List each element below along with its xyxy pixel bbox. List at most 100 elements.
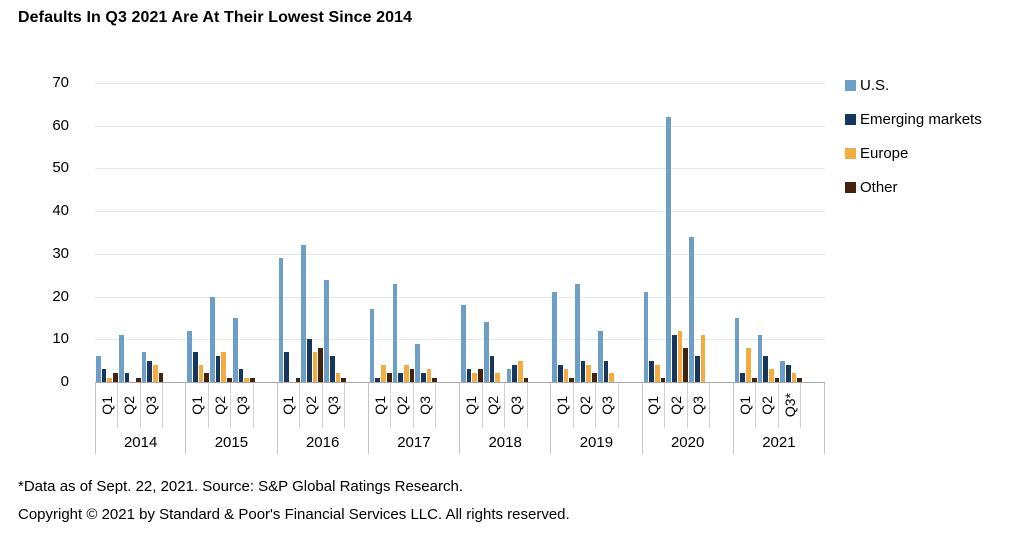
- quarter-cell-empty-2017: [436, 383, 459, 428]
- bar-other-2021-q3: [797, 377, 803, 382]
- quarter-row-2020: Q1 Q2 Q3: [643, 383, 733, 428]
- bar-emerging-markets-2019-q3: [603, 360, 609, 382]
- bar-other-2018-q3: [523, 377, 529, 382]
- bar-other-2021-q2: [774, 377, 780, 382]
- bar-cluster-2020-q1: [643, 83, 666, 382]
- quarter-cell-2017-q2: Q2: [391, 383, 414, 428]
- bar-cluster-2016-q3: [323, 83, 346, 382]
- bar-cluster-2018-q3: [506, 83, 529, 382]
- bar-emerging-markets-2017-q1: [375, 377, 381, 382]
- quarter-label: Q2: [302, 396, 319, 415]
- bar-cluster-2017-q1: [369, 83, 392, 382]
- y-tick-label-10: 10: [52, 330, 69, 348]
- axis-year-2021: Q1 Q2 Q3* 2021: [734, 383, 825, 454]
- quarter-cell-2018-q2: Q2: [483, 383, 506, 428]
- bar-other-2017-q2: [409, 369, 415, 382]
- bar-europe-2019-q2: [586, 364, 592, 382]
- spacer-2017: [437, 83, 460, 382]
- quarter-label: Q3*: [781, 393, 798, 418]
- quarter-cell-2015-q2: Q2: [209, 383, 232, 428]
- bar-u-s-2019-q1: [552, 292, 557, 382]
- bar-cluster-2021-q3: [779, 83, 803, 382]
- bar-u-s-2014-q3: [141, 352, 147, 382]
- quarter-cell-2018-q1: Q1: [460, 383, 483, 428]
- bar-europe-2018-q1: [472, 373, 478, 382]
- bar-europe-2021-q1: [746, 347, 751, 382]
- quarter-cell-2019-q3: Q3: [596, 383, 619, 428]
- bar-europe-2021-q2: [768, 369, 774, 382]
- quarter-cell-empty-2020: [710, 383, 733, 428]
- bar-u-s-2018-q2: [483, 322, 489, 382]
- quarter-label: Q3: [234, 396, 251, 415]
- y-tick-label-0: 0: [60, 373, 69, 390]
- y-tick-label-20: 20: [52, 287, 69, 305]
- quarter-cell-2017-q1: Q1: [369, 383, 392, 428]
- bar-europe-2020-q3: [700, 335, 706, 382]
- gridline-60: [95, 125, 825, 127]
- quarter-label: Q2: [485, 396, 502, 415]
- quarter-cell-2020-q2: Q2: [665, 383, 688, 428]
- bar-other-2020-q2: [683, 347, 689, 382]
- bar-u-s-2021-q2: [757, 335, 763, 382]
- bar-europe-2017-q2: [403, 364, 409, 382]
- quarter-label: Q1: [736, 396, 753, 415]
- spacer-2018: [528, 83, 551, 382]
- quarter-label: Q3: [690, 396, 707, 415]
- quarter-cell-2015-q1: Q1: [186, 383, 209, 428]
- bar-other-2014-q1: [113, 373, 118, 382]
- bar-other-2014-q3: [158, 373, 164, 382]
- quarter-label: Q3: [599, 396, 616, 415]
- quarter-cell-2021-q1: Q1: [734, 383, 757, 428]
- quarter-row-2017: Q1 Q2 Q3: [369, 383, 459, 428]
- bar-other-2016-q2: [318, 347, 324, 382]
- bar-europe-2014-q1: [107, 377, 113, 382]
- bar-cluster-2017-q2: [392, 83, 415, 382]
- bar-cluster-2019-q3: [597, 83, 620, 382]
- y-tick-label-30: 30: [52, 244, 69, 262]
- bar-cluster-2020-q3: [688, 83, 711, 382]
- bar-emerging-markets-2015-q1: [192, 352, 198, 382]
- bar-europe-2019-q1: [563, 369, 569, 382]
- axis-year-2017: Q1 Q2 Q3 2017: [369, 383, 460, 454]
- bar-europe-2018-q2: [495, 373, 500, 382]
- quarter-row-2019: Q1 Q2 Q3: [551, 383, 641, 428]
- bar-europe-2017-q3: [426, 369, 432, 382]
- bar-emerging-markets-2016-q1: [284, 352, 289, 382]
- quarter-row-2021: Q1 Q2 Q3*: [734, 383, 824, 428]
- bar-emerging-markets-2018-q1: [466, 369, 472, 382]
- quarter-cell-2016-q2: Q2: [300, 383, 323, 428]
- quarter-row-2018: Q1 Q2 Q3: [460, 383, 550, 428]
- quarter-cell-empty-2018: [528, 383, 551, 428]
- quarter-cell-empty-2016: [345, 383, 368, 428]
- chart-title: Defaults In Q3 2021 Are At Their Lowest …: [18, 9, 413, 26]
- year-group-2014: [95, 83, 186, 382]
- quarter-label: Q3: [416, 396, 433, 415]
- quarter-cell-empty-2015: [254, 383, 277, 428]
- quarter-cell-2018-q3: Q3: [505, 383, 528, 428]
- spacer-2016: [346, 83, 369, 382]
- bar-other-2016-q3: [341, 377, 346, 382]
- legend-label: U.S.: [860, 77, 890, 94]
- bar-emerging-markets-2017-q3: [421, 373, 426, 382]
- y-tick-label-70: 70: [52, 74, 69, 91]
- spacer-2020: [711, 83, 734, 382]
- bar-u-s-2017-q1: [369, 309, 375, 382]
- plot-area: [95, 83, 825, 383]
- bar-emerging-markets-2020-q3: [694, 356, 700, 382]
- bar-cluster-2021-q1: [734, 83, 757, 382]
- quarter-label: Q1: [554, 396, 571, 415]
- bar-u-s-2015-q1: [187, 330, 192, 382]
- copyright: Copyright © 2021 by Standard & Poor's Fi…: [18, 506, 570, 523]
- quarter-row-2014: Q1 Q2 Q3: [96, 383, 185, 428]
- bar-u-s-2014-q2: [118, 335, 124, 382]
- legend-label: Emerging markets: [860, 111, 982, 128]
- bar-emerging-markets-2019-q2: [580, 360, 586, 382]
- bar-cluster-2015-q1: [186, 83, 209, 382]
- bar-europe-2016-q2: [312, 352, 318, 382]
- bar-cluster-2014-q3: [141, 83, 164, 382]
- spacer-2019: [620, 83, 643, 382]
- quarter-row-2015: Q1 Q2 Q3: [186, 383, 276, 428]
- quarter-label: Q1: [189, 396, 206, 415]
- gridline-70: [95, 83, 825, 84]
- bar-u-s-2021-q1: [734, 317, 740, 382]
